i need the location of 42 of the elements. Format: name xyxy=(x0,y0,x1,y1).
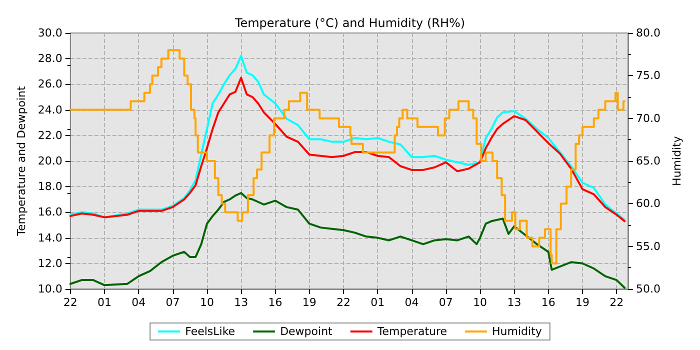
x-tick-label: 01 xyxy=(370,296,385,309)
y2-tick-label: 65.0 xyxy=(636,154,660,168)
y-tick-label: 10.0 xyxy=(38,282,62,296)
x-tick-label: 16 xyxy=(268,296,282,309)
x-tick-label: 13 xyxy=(507,296,522,309)
y2-tick-label: 70.0 xyxy=(636,112,660,125)
legend-label: FeelsLike xyxy=(185,325,236,338)
legend-label: Dewpoint xyxy=(280,325,334,338)
y-tick-label: 14.0 xyxy=(38,231,62,244)
x-tick-label: 10 xyxy=(200,296,214,309)
x-tick-label: 01 xyxy=(98,296,112,309)
y2-axis-title: Humidity xyxy=(670,136,684,186)
x-tick-label: 04 xyxy=(132,296,146,309)
x-tick-label: 22 xyxy=(63,296,78,309)
y-tick-label: 28.0 xyxy=(38,52,62,66)
y-tick-label: 24.0 xyxy=(38,103,62,116)
x-tick-label: 07 xyxy=(438,296,453,309)
y2-tick-label: 80.0 xyxy=(636,26,660,40)
y-tick-label: 30.0 xyxy=(38,26,62,40)
legend-label: Temperature xyxy=(376,325,448,338)
y-tick-label: 26.0 xyxy=(38,78,62,91)
y2-tick-label: 60.0 xyxy=(636,197,660,210)
y2-tick-label: 55.0 xyxy=(636,240,660,253)
y-tick-label: 12.0 xyxy=(38,256,62,270)
y2-tick-label: 50.0 xyxy=(636,282,660,296)
y-axis-title: Temperature and Dewpoint xyxy=(15,85,28,237)
x-tick-label: 22 xyxy=(610,296,624,309)
x-tick-label: 10 xyxy=(473,296,488,309)
x-tick-label: 04 xyxy=(404,296,419,309)
x-tick-label: 16 xyxy=(541,296,556,309)
x-tick-label: 22 xyxy=(336,296,351,309)
legend-label: Humidity xyxy=(492,325,542,338)
y2-tick-label: 75.0 xyxy=(636,69,660,82)
y-tick-label: 22.0 xyxy=(38,128,62,142)
x-tick-label: 19 xyxy=(302,296,316,309)
chart-title: Temperature (°C) and Humidity (RH%) xyxy=(234,16,466,30)
y-tick-label: 16.0 xyxy=(38,206,62,219)
y-tick-label: 20.0 xyxy=(38,154,62,168)
x-tick-label: 13 xyxy=(234,296,248,309)
x-tick-label: 07 xyxy=(166,296,180,309)
x-tick-label: 19 xyxy=(575,296,590,309)
y-tick-label: 18.0 xyxy=(38,180,62,194)
